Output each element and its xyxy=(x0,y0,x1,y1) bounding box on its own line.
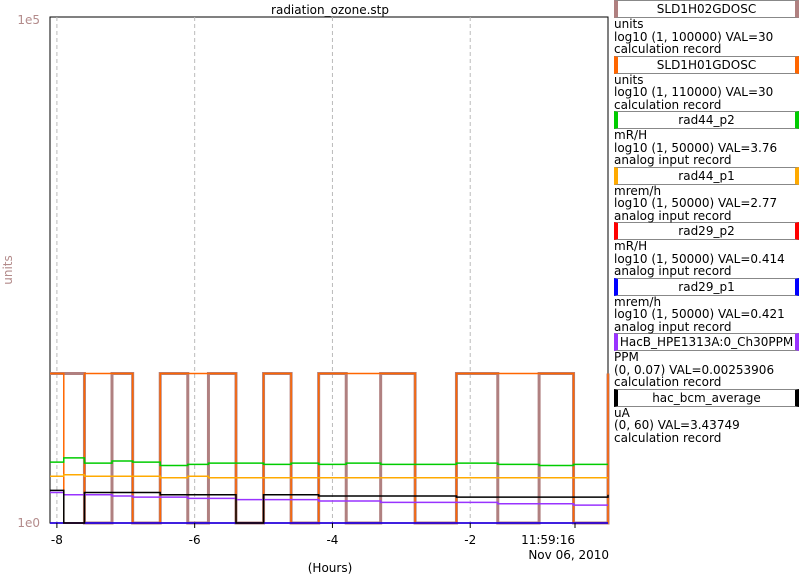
legend-type: analog input record xyxy=(614,153,732,167)
legend-name-box[interactable]: SLD1H02GDOSC xyxy=(614,0,799,18)
grid xyxy=(56,17,471,523)
y-tick-bottom: 1e0 xyxy=(17,516,40,530)
legend-name-box[interactable]: HacB_HPE1313A:0_Ch30PPM xyxy=(614,333,799,351)
legend-entry[interactable]: HacB_HPE1313A:0_Ch30PPM PPM (0, 0.07) VA… xyxy=(614,333,800,389)
legend-name-box[interactable]: rad29_p1 xyxy=(614,277,799,296)
legend-name: rad29_p1 xyxy=(678,279,735,294)
legend-name-box[interactable]: rad29_p2 xyxy=(614,222,799,240)
legend-entry[interactable]: rad29_p1 mrem/h log10 (1, 50000) VAL=0.4… xyxy=(614,277,800,334)
y-axis-label: units xyxy=(1,255,15,285)
x-axis-label: (Hours) xyxy=(308,561,353,575)
legend-name-box[interactable]: SLD1H01GDOSC xyxy=(614,55,799,74)
legend-name-box[interactable]: hac_bcm_average xyxy=(614,388,799,407)
legend-range: log10 (1, 50000) VAL=2.77 xyxy=(614,196,778,210)
legend-name-box[interactable]: rad44_p2 xyxy=(614,111,799,129)
legend-range: log10 (1, 50000) VAL=0.414 xyxy=(614,251,785,266)
legend-range: (0, 0.07) VAL=0.00253906 xyxy=(614,362,775,377)
legend-range: log10 (1, 50000) VAL=0.421 xyxy=(614,307,785,321)
legend-range: (0, 60) VAL=3.43749 xyxy=(614,418,740,432)
x-tick-label: -2 xyxy=(464,533,476,547)
plot-area xyxy=(49,16,609,524)
legend-type: analog input record xyxy=(614,319,732,334)
legend-unit: mrem/h xyxy=(614,294,662,309)
legend-name: rad29_p2 xyxy=(678,224,735,238)
legend-range: log10 (1, 110000) VAL=30 xyxy=(614,85,774,99)
legend-unit: mrem/h xyxy=(614,183,662,198)
x-ticks: -8 -6 -4 -2 xyxy=(51,523,576,547)
legend-range: log10 (1, 100000) VAL=30 xyxy=(614,29,774,44)
legend-unit: mR/H xyxy=(614,128,648,142)
legend-entry[interactable]: hac_bcm_average uA (0, 60) VAL=3.43749 c… xyxy=(614,388,800,445)
legend-type: analog input record xyxy=(614,208,732,223)
legend-unit: units xyxy=(614,72,644,87)
legend-type: analog input record xyxy=(614,264,732,278)
legend-name-box[interactable]: rad44_p1 xyxy=(614,166,799,185)
legend-unit: units xyxy=(614,17,644,31)
legend-type: calculation record xyxy=(614,97,722,112)
legend-name: SLD1H02GDOSC xyxy=(656,2,757,16)
legend-entry[interactable]: rad29_p2 mR/H log10 (1, 50000) VAL=0.414… xyxy=(614,222,800,278)
end-date: Nov 06, 2010 xyxy=(528,548,609,562)
legend-unit: mR/H xyxy=(614,239,648,253)
legend-type: calculation record xyxy=(614,375,722,389)
legend-entry[interactable]: rad44_p2 mR/H log10 (1, 50000) VAL=3.76 … xyxy=(614,111,800,167)
series-line-sld1h01gdosc xyxy=(50,372,609,524)
legend-name: rad44_p2 xyxy=(678,113,735,127)
legend: SLD1H02GDOSC units log10 (1, 100000) VAL… xyxy=(614,0,800,444)
legend-unit: PPM xyxy=(614,350,639,364)
series-layer xyxy=(50,372,610,525)
end-time: 11:59:16 xyxy=(521,533,575,547)
series-line-hac-bcm-average xyxy=(50,489,609,524)
legend-type: calculation record xyxy=(614,430,722,445)
legend-type: calculation record xyxy=(614,42,722,56)
legend-entry[interactable]: SLD1H02GDOSC units log10 (1, 100000) VAL… xyxy=(614,0,800,56)
legend-entry[interactable]: SLD1H01GDOSC units log10 (1, 110000) VAL… xyxy=(614,55,800,112)
legend-unit: uA xyxy=(614,405,630,420)
x-tick-label: -4 xyxy=(326,533,338,547)
x-tick-label: -6 xyxy=(189,533,201,547)
legend-entry[interactable]: rad44_p1 mrem/h log10 (1, 50000) VAL=2.7… xyxy=(614,166,800,223)
series-line-rad44-p2 xyxy=(50,457,608,467)
y-tick-top: 1e5 xyxy=(17,13,40,27)
legend-name: SLD1H01GDOSC xyxy=(656,57,757,72)
legend-range: log10 (1, 50000) VAL=3.76 xyxy=(614,140,778,155)
series-line-rad44-p1 xyxy=(50,473,608,479)
legend-name: HacB_HPE1313A:0_Ch30PPM xyxy=(619,335,794,349)
chart: radiation_ozone.stp 1e5 1e0 units -8 -6 -4… xyxy=(1,3,610,575)
legend-name: hac_bcm_average xyxy=(652,390,761,405)
legend-name: rad44_p1 xyxy=(678,168,735,183)
chart-title: radiation_ozone.stp xyxy=(271,3,389,17)
x-tick-label: -8 xyxy=(51,533,63,547)
